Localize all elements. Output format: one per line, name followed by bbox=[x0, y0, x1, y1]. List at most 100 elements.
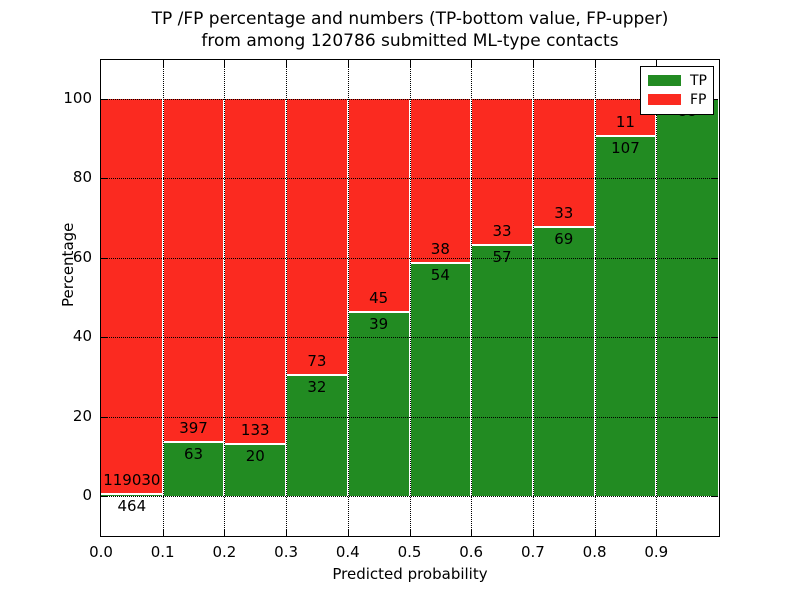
tick-mark-left bbox=[101, 416, 108, 418]
x-tick-label: 0.2 bbox=[212, 543, 237, 561]
bar-label-tp: 107 bbox=[611, 139, 640, 157]
bar-segment-fp bbox=[101, 99, 163, 495]
tick-mark-top bbox=[532, 60, 534, 67]
x-tick-label: 0.0 bbox=[89, 543, 113, 561]
x-tick-label: 0.3 bbox=[274, 543, 299, 561]
tick-mark-bottom bbox=[471, 529, 473, 536]
bar-edge-boundary bbox=[409, 261, 472, 264]
chart-title-line2: from among 120786 submitted ML-type cont… bbox=[201, 31, 619, 51]
legend-swatch bbox=[648, 94, 681, 105]
gridline-vertical bbox=[594, 60, 596, 536]
bar-segment-tp bbox=[409, 262, 472, 496]
chart-title-line1: TP /FP percentage and numbers (TP-bottom… bbox=[151, 9, 669, 29]
tick-mark-right bbox=[711, 337, 718, 339]
tick-mark-left bbox=[101, 496, 108, 497]
gridline-vertical bbox=[224, 60, 226, 536]
bar-label-tp: 69 bbox=[554, 230, 574, 249]
tick-mark-left bbox=[101, 337, 108, 339]
tick-mark-top bbox=[224, 60, 226, 67]
y-tick-label: 80 bbox=[72, 168, 92, 187]
bar-segment-fp bbox=[532, 99, 595, 228]
tick-mark-left bbox=[101, 178, 108, 180]
bar-label-tp: 63 bbox=[183, 444, 204, 463]
bar-label-fp: 73 bbox=[307, 351, 327, 370]
bar-edge-boundary bbox=[286, 373, 348, 376]
x-tick-label: 0.8 bbox=[582, 543, 607, 561]
bar-edge-boundary bbox=[347, 310, 410, 313]
gridline-horizontal bbox=[101, 337, 718, 339]
tick-mark-bottom bbox=[286, 529, 288, 536]
bar-label-fp: 38 bbox=[430, 239, 450, 258]
legend-item: FP bbox=[648, 91, 707, 108]
gridline-vertical bbox=[162, 60, 164, 536]
tick-mark-top bbox=[286, 60, 288, 67]
bar-segment-fp bbox=[162, 99, 225, 442]
legend-label: FP bbox=[690, 91, 707, 108]
tick-mark-left bbox=[101, 257, 108, 259]
bar-segment-tp bbox=[471, 244, 533, 496]
gridline-vertical bbox=[347, 60, 349, 536]
tick-mark-top bbox=[347, 60, 349, 67]
tick-mark-top bbox=[471, 60, 473, 67]
bar-segment-tp bbox=[532, 227, 595, 496]
y-tick-label: 100 bbox=[63, 89, 92, 107]
bar-label-fp: 11 bbox=[615, 113, 635, 131]
tick-mark-right bbox=[711, 496, 718, 497]
x-tick-label: 0.1 bbox=[150, 543, 175, 561]
tick-mark-bottom bbox=[224, 529, 226, 536]
tick-mark-top bbox=[409, 60, 411, 67]
ticks-layer bbox=[101, 60, 719, 536]
tick-mark-top bbox=[656, 60, 658, 67]
bar-segment-fp bbox=[224, 99, 287, 445]
legend: TP FP bbox=[640, 66, 714, 115]
bar-segment-tp bbox=[162, 441, 225, 496]
tick-mark-right bbox=[711, 178, 718, 180]
gridline-vertical bbox=[286, 60, 288, 536]
bar-segment-tp bbox=[594, 136, 657, 496]
bar-edge-boundary bbox=[162, 440, 225, 443]
bar-label-tp: 57 bbox=[492, 247, 512, 266]
x-tick-label: 0.4 bbox=[335, 543, 360, 561]
bar-label-tp: 54 bbox=[430, 265, 450, 284]
bar-segment-fp bbox=[347, 99, 410, 312]
bar-edge-boundary bbox=[101, 493, 163, 496]
y-tick-label: 0 bbox=[82, 486, 92, 504]
bar-edge-boundary bbox=[532, 226, 595, 229]
bar-segment-fp bbox=[286, 99, 348, 375]
bar-edge-boundary bbox=[594, 135, 657, 137]
tick-mark-bottom bbox=[162, 529, 164, 536]
bar-edge-boundary bbox=[471, 243, 533, 246]
bar-segment-tp bbox=[347, 311, 410, 496]
grid-layer bbox=[101, 60, 719, 536]
tick-mark-top bbox=[162, 60, 164, 67]
bar-label-fp: 33 bbox=[554, 204, 574, 223]
y-tick-label: 20 bbox=[72, 406, 92, 425]
tick-mark-right bbox=[711, 257, 718, 259]
gridline-vertical bbox=[409, 60, 411, 536]
bar-label-fp: 33 bbox=[492, 221, 512, 240]
gridline-horizontal bbox=[101, 416, 718, 418]
tick-mark-bottom bbox=[409, 529, 411, 536]
y-tick-label: 60 bbox=[72, 247, 92, 266]
gridline-horizontal bbox=[101, 257, 718, 259]
plot-area: 119030 464 397 63 133 20 73 32 45 39 38 54 33 57 33 69 1… bbox=[100, 59, 720, 537]
bar-segment-tp bbox=[286, 374, 348, 496]
y-tick-label: 40 bbox=[72, 327, 92, 346]
gridline-vertical bbox=[532, 60, 534, 536]
bar-label-tp: 20 bbox=[245, 447, 265, 466]
legend-item: TP bbox=[648, 72, 707, 89]
tick-mark-right bbox=[711, 416, 718, 418]
gridline-horizontal bbox=[101, 178, 718, 180]
x-tick-label: 0.5 bbox=[397, 543, 422, 561]
bar-label-tp: 32 bbox=[307, 377, 327, 396]
bar-segment-fp bbox=[471, 99, 533, 245]
tick-mark-bottom bbox=[594, 529, 596, 536]
bar-segment-fp bbox=[409, 99, 472, 263]
x-tick-label: 0.9 bbox=[644, 543, 669, 561]
tick-mark-right bbox=[711, 99, 718, 100]
tick-mark-bottom bbox=[532, 529, 534, 536]
bar-segment-tp bbox=[656, 99, 718, 496]
tick-mark-bottom bbox=[347, 529, 349, 536]
legend-label: TP bbox=[690, 72, 707, 89]
